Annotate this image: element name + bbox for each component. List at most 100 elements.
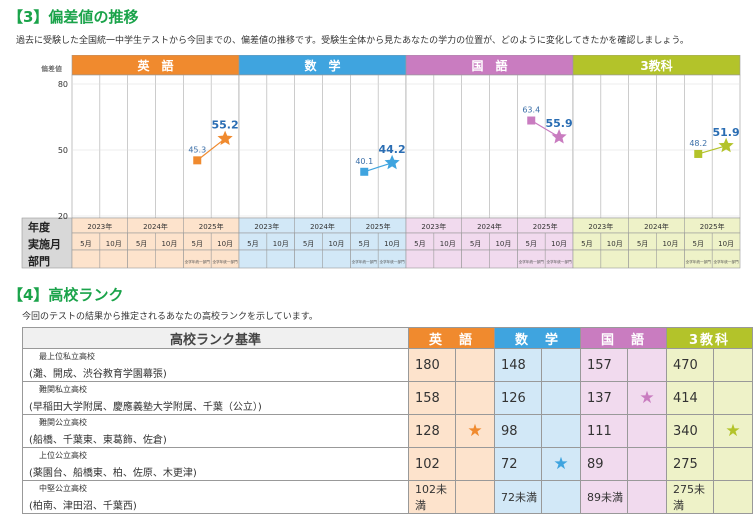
series-line: [698, 145, 727, 155]
rank-value: 111: [580, 414, 628, 448]
data-point-square: [360, 167, 369, 176]
rank-row: 難関私立高校 (早稲田大学附属、慶應義塾大学附属、千葉（公立）) 158 126 137…: [22, 381, 753, 415]
rank-header-total: 3教科: [666, 327, 753, 349]
data-label: 63.4: [522, 106, 540, 115]
month-label: 10月: [495, 240, 511, 248]
month-label: 5月: [693, 240, 704, 248]
rank-header-math: 数 学: [494, 327, 581, 349]
rank-value: 340: [666, 414, 714, 448]
year-label: 2024年: [310, 222, 335, 231]
panel-title: 3教科: [640, 58, 672, 73]
panel-title: 数 学: [304, 58, 340, 73]
month-label: 10月: [217, 240, 233, 248]
rank-row: 上位公立高校 (薬園台、船橋東、柏、佐原、木更津) 102 72 ★ 89 275: [22, 447, 753, 481]
year-label: 2025年: [366, 222, 391, 231]
division-label: 全学年統一部門: [686, 259, 712, 264]
data-label: 51.9: [713, 126, 740, 139]
month-label: 10月: [440, 240, 456, 248]
division-label: 全学年統一部門: [519, 259, 545, 264]
rank-schools: (早稲田大学附属、慶應義塾大学附属、千葉（公立）): [29, 401, 262, 413]
year-label: 2025年: [199, 222, 224, 231]
division-label: 全学年統一部門: [714, 259, 740, 264]
series-line: [196, 138, 226, 161]
rank-mark: [455, 381, 495, 415]
row-label-year: 年度: [28, 220, 51, 234]
rank-header-japanese: 国 語: [580, 327, 667, 349]
rank-name: 上位公立高校: [39, 450, 87, 460]
school-rank-table: 高校ランク基準 英 語 数 学 国 語 3教科 最上位私立高校 (灘、開成、渋谷教…: [22, 327, 753, 514]
rank-mark: [541, 480, 581, 514]
rank-schools: (柏南、津田沼、千葉西): [29, 500, 137, 512]
rank-value: 89未満: [580, 480, 628, 514]
year-label: 2023年: [254, 222, 279, 231]
rank-mark: [713, 447, 753, 481]
month-label: 10月: [273, 240, 289, 248]
rank-value: 470: [666, 348, 714, 382]
rank-mark: [455, 480, 495, 514]
panel-title: 国 語: [471, 58, 507, 73]
month-label: 10月: [161, 240, 177, 248]
series-line: [364, 162, 393, 173]
data-label: 40.1: [355, 157, 373, 166]
rank-value: 98: [494, 414, 542, 448]
row-label-division: 部門: [28, 254, 50, 268]
rank-mark: [541, 348, 581, 382]
year-label: 2024年: [477, 222, 502, 231]
rank-label: 難関公立高校 (船橋、千葉東、東葛飾、佐倉): [22, 414, 409, 448]
division-label: 全学年統一部門: [352, 259, 378, 264]
month-label: 5月: [526, 240, 537, 248]
year-label: 2023年: [87, 222, 112, 231]
month-label: 5月: [80, 240, 91, 248]
rank-mark: ★: [713, 414, 753, 448]
month-label: 5月: [136, 240, 147, 248]
month-label: 5月: [192, 240, 203, 248]
data-label: 55.2: [212, 119, 239, 132]
rank-mark: [627, 348, 667, 382]
rank-value: 102未満: [408, 480, 456, 514]
panel-title: 英 語: [137, 58, 173, 73]
data-label: 48.2: [689, 139, 707, 148]
data-point-square: [527, 116, 536, 125]
rank-schools: (船橋、千葉東、東葛飾、佐倉): [29, 434, 167, 446]
month-label: 5月: [637, 240, 648, 248]
rank-label: 難関私立高校 (早稲田大学附属、慶應義塾大学附属、千葉（公立）): [22, 381, 409, 415]
year-label: 2024年: [644, 222, 669, 231]
y-tick-label: 80: [58, 80, 68, 89]
rank-name: 最上位私立高校: [39, 351, 95, 361]
rank-row: 難関公立高校 (船橋、千葉東、東葛飾、佐倉) 128 ★ 98 111 340 ★: [22, 414, 753, 448]
rank-label: 上位公立高校 (薬園台、船橋東、柏、佐原、木更津): [22, 447, 409, 481]
rank-header-english: 英 語: [408, 327, 495, 349]
section3-description: 過去に受験した全国統一中学生テストから今回までの、偏差値の推移です。受験生全体か…: [16, 36, 689, 46]
rank-mark: [713, 381, 753, 415]
data-label: 44.2: [379, 143, 406, 156]
rank-mark: [713, 348, 753, 382]
rank-name: 中堅公立高校: [39, 483, 87, 493]
data-label: 55.9: [546, 117, 573, 130]
month-label: 5月: [470, 240, 481, 248]
rank-row: 最上位私立高校 (灘、開成、渋谷教育学園幕張) 180 148 157 470: [22, 348, 753, 382]
rank-mark: [541, 414, 581, 448]
rank-schools: (灘、開成、渋谷教育学園幕張): [29, 368, 167, 380]
rank-mark: [627, 447, 667, 481]
year-label: 2025年: [533, 222, 558, 231]
rank-name: 難関私立高校: [39, 384, 87, 394]
rank-label: 中堅公立高校 (柏南、津田沼、千葉西): [22, 480, 409, 514]
data-point-star: [551, 129, 567, 144]
rank-value: 89: [580, 447, 628, 481]
y-tick-label: 20: [58, 212, 68, 221]
rank-mark: [627, 414, 667, 448]
division-label: 全学年統一部門: [380, 259, 406, 264]
rank-schools: (薬園台、船橋東、柏、佐原、木更津): [29, 467, 197, 479]
section4-description: 今回のテストの結果から推定されるあなたの高校ランクを示しています。: [22, 312, 318, 322]
rank-mark: [627, 480, 667, 514]
data-point-square: [694, 149, 703, 158]
rank-name: 難関公立高校: [39, 417, 87, 427]
rank-value: 414: [666, 381, 714, 415]
division-label: 全学年統一部門: [185, 259, 211, 264]
data-point-star: [217, 130, 233, 145]
year-label: 2025年: [700, 222, 725, 231]
section4-title: 【4】高校ランク: [8, 286, 124, 304]
month-label: 10月: [607, 240, 623, 248]
year-label: 2024年: [143, 222, 168, 231]
